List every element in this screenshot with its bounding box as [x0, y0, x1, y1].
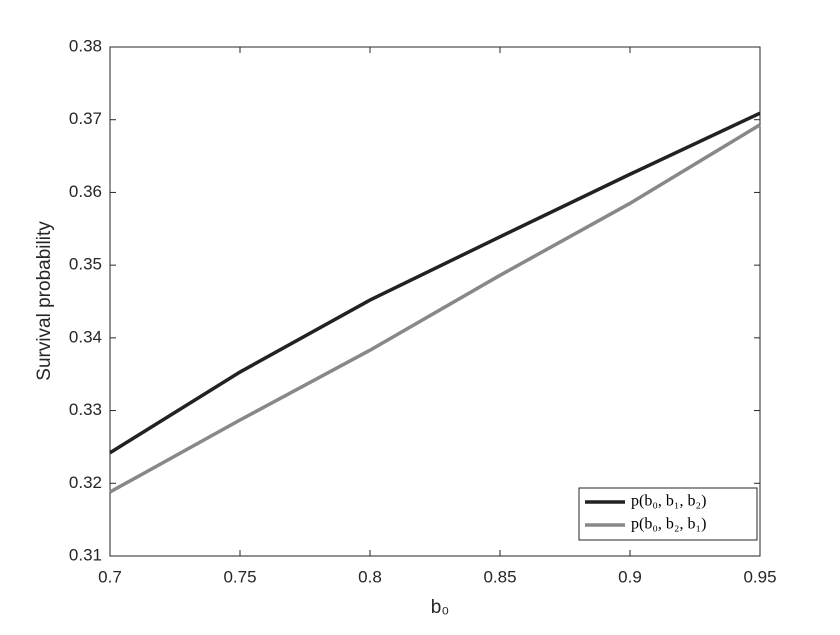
legend-label: p(b₀, b₁, b₂): [631, 493, 706, 510]
x-tick-label: 0.8: [358, 567, 382, 586]
y-tick-label: 0.34: [69, 327, 102, 346]
y-tick-label: 0.32: [69, 473, 102, 492]
legend-box: [578, 487, 758, 541]
y-tick-label: 0.37: [69, 109, 102, 128]
y-tick-label: 0.36: [69, 182, 102, 201]
x-tick-label: 0.95: [743, 567, 776, 586]
y-tick-label: 0.31: [69, 545, 102, 564]
legend-label: p(b₀, b₂, b₁): [631, 516, 706, 533]
x-tick-label: 0.85: [483, 567, 516, 586]
x-tick-label: 0.9: [618, 567, 642, 586]
y-tick-label: 0.33: [69, 400, 102, 419]
x-tick-label: 0.7: [98, 567, 122, 586]
y-tick-label: 0.38: [69, 36, 102, 55]
x-axis-label: b₀: [431, 597, 449, 618]
y-axis-label: Survival probability: [34, 221, 55, 381]
y-tick-label: 0.35: [69, 255, 102, 274]
series-line: [109, 123, 761, 494]
plot-frame: [109, 46, 761, 557]
series-line: [109, 111, 761, 455]
x-tick-label: 0.75: [223, 567, 256, 586]
